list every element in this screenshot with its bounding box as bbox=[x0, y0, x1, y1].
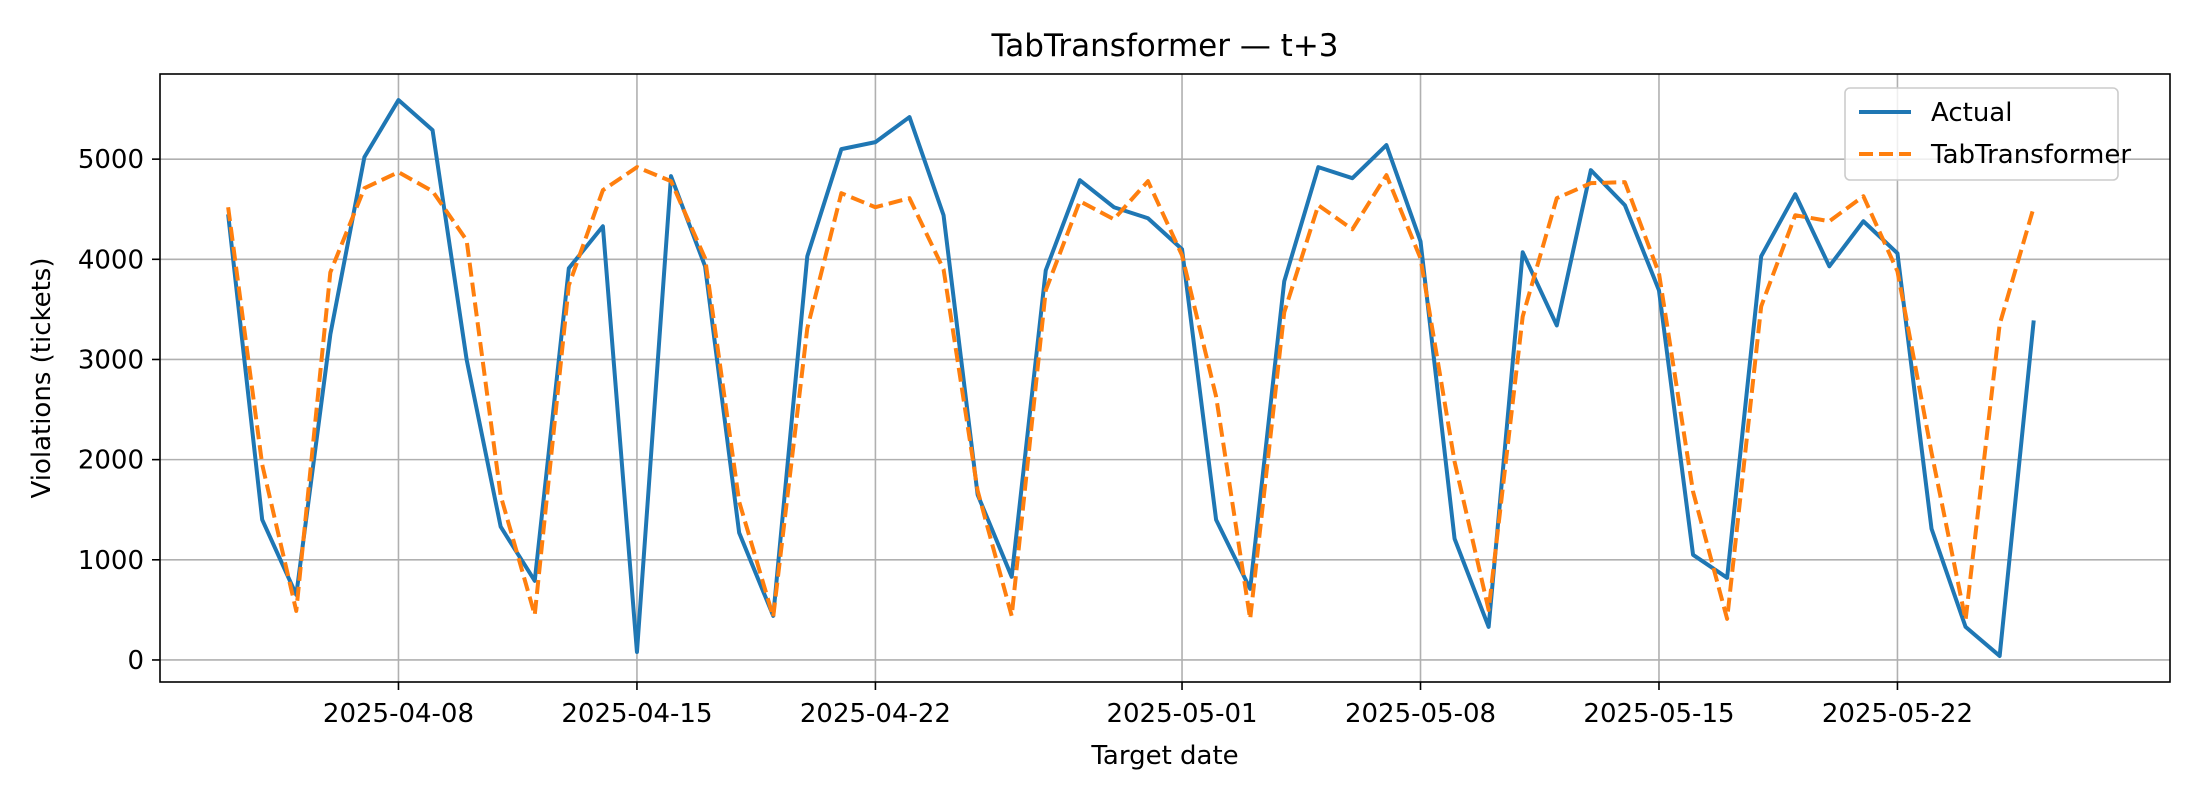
x-tick-label: 2025-04-15 bbox=[561, 699, 712, 729]
series-line-tabtransformer bbox=[226, 165, 2036, 622]
plot-area bbox=[159, 73, 2171, 683]
y-tick-label: 5000 bbox=[78, 145, 144, 175]
grid-lines bbox=[160, 74, 2170, 682]
legend-label: TabTransformer bbox=[1930, 140, 2131, 170]
series-layer bbox=[226, 98, 2036, 658]
x-tick-label: 2025-05-22 bbox=[1822, 699, 1973, 729]
y-axis-label: Violations (tickets) bbox=[27, 258, 57, 499]
x-axis-label: Target date bbox=[1090, 741, 1238, 771]
axis-ticks: 2025-04-08 2025-04-15 2025-04-22 2025-05-01… bbox=[78, 145, 1973, 729]
legend: Actual TabTransformer bbox=[1844, 87, 2131, 181]
x-tick-label: 2025-04-08 bbox=[323, 699, 474, 729]
x-tick-label: 2025-04-22 bbox=[800, 699, 951, 729]
y-tick-label: 1000 bbox=[78, 546, 144, 576]
y-tick-label: 0 bbox=[127, 646, 144, 676]
legend-label: Actual bbox=[1931, 98, 2012, 128]
x-tick-label: 2025-05-08 bbox=[1345, 699, 1496, 729]
chart-title: TabTransformer — t+3 bbox=[990, 28, 1338, 64]
x-tick-label: 2025-05-01 bbox=[1106, 699, 1257, 729]
legend-box bbox=[1844, 87, 2119, 181]
y-tick-label: 4000 bbox=[78, 245, 144, 275]
x-tick-label: 2025-05-15 bbox=[1583, 699, 1734, 729]
y-tick-label: 2000 bbox=[78, 446, 144, 476]
y-tick-label: 3000 bbox=[78, 345, 144, 375]
series-line-actual bbox=[226, 98, 2036, 658]
